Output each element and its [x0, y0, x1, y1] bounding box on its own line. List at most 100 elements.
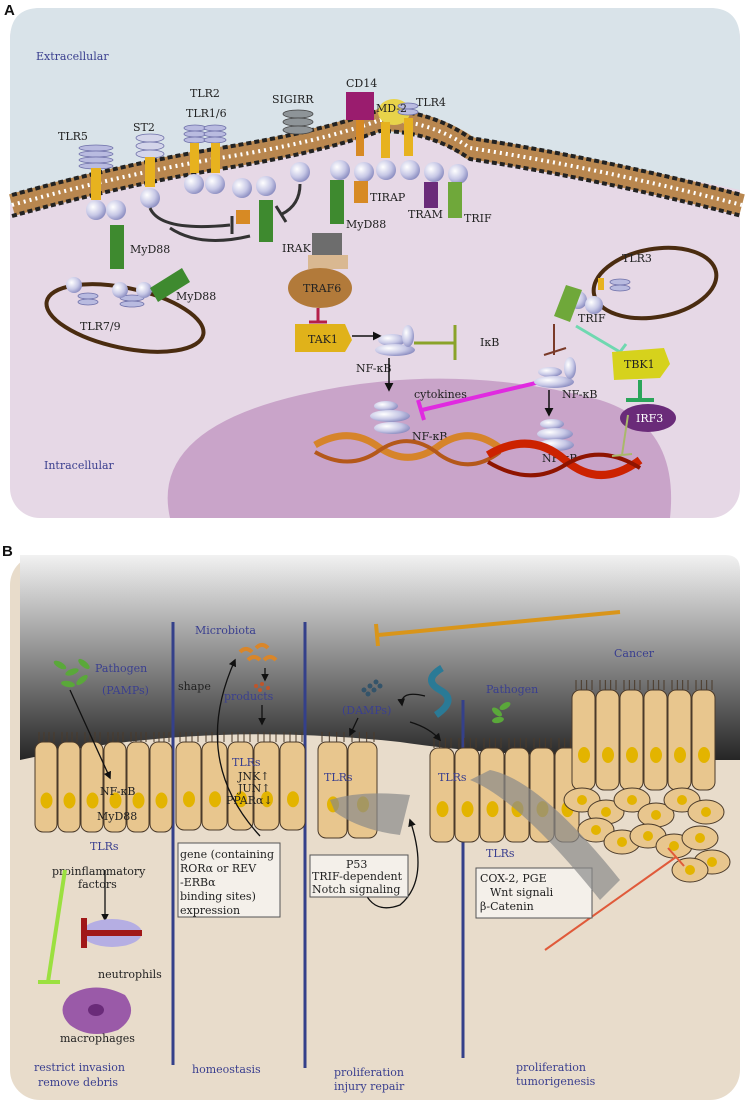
tlr4-label: TLR4 [416, 96, 446, 109]
epithelial-cell [103, 741, 127, 833]
nfkb-nuclear-1: NF-κB cytokines [370, 388, 467, 443]
epithelial-cell [201, 741, 228, 831]
epithelial-cell [80, 741, 104, 833]
irf3-protein [620, 404, 676, 432]
pathogen-left-icon [53, 658, 90, 688]
tlr16-label: TLR1/6 [186, 107, 227, 120]
epithelial-cell [643, 689, 668, 791]
nfkb-1-label: NF-κB [356, 362, 391, 375]
cell-nucleus [626, 747, 638, 763]
myd88-mid-adaptor [330, 180, 344, 224]
epithelial-cell [57, 741, 81, 833]
repair-signal-path [330, 793, 410, 835]
tlrs-1-label: TLRs [90, 840, 119, 853]
epithelial-cell [279, 741, 306, 831]
st2-receptor: ST2 [133, 121, 165, 208]
cell-nucleus [287, 791, 299, 808]
outcome-4-line-1: proliferation [516, 1061, 586, 1074]
jun-label: JUN↑ [237, 782, 271, 795]
myd88-mid-label: MyD88 [346, 218, 386, 231]
outcome-1-line-2: remove debris [38, 1076, 118, 1089]
tlrs-2-label: TLRs [232, 756, 261, 769]
cell-nucleus [650, 747, 662, 763]
dna-damp-icon [428, 664, 452, 718]
dna-strand-red [485, 439, 643, 479]
trif-endo-adaptor [554, 285, 582, 322]
gene-box-line-2: RORα or REV [180, 862, 257, 875]
epithelial-cell [691, 689, 716, 791]
epithelial-cell [595, 689, 620, 791]
myd88-green-adaptor [259, 200, 273, 242]
traf6-protein [288, 268, 352, 308]
nfkb-ikb-complex: NF-κB IκB [356, 325, 499, 375]
epithelial-cell [571, 689, 596, 791]
gene-box-line-4: binding sites) [180, 890, 256, 903]
tlr3-label: TLR3 [622, 252, 652, 265]
cox-box-line-1: COX-2, PGE [480, 872, 547, 885]
factors-label: factors [78, 878, 117, 891]
microbiota-icon [238, 643, 278, 662]
nfkb-3-label: NF-κB [562, 388, 597, 401]
intracellular-label: Intracellular [44, 459, 115, 472]
cell-nucleus [698, 747, 710, 763]
st2-inhibition-arc [148, 207, 231, 229]
tlr5-label: TLR5 [58, 130, 88, 143]
damps-icon [361, 679, 383, 697]
gene-box-line-1: gene (containing [180, 848, 274, 861]
pamps-label: (PAMPs) [102, 684, 149, 697]
tumor-signal-path [470, 770, 620, 900]
panel-b: B Path [2, 543, 740, 1100]
endosome-tlr79 [44, 282, 206, 354]
cancer-inhibition-top [377, 610, 621, 637]
gene-box-line-5: expression [180, 904, 240, 917]
panel-a: A Extracellular Intracellular TLR5 ST2 [4, 2, 745, 518]
tram-label: TRAM [408, 208, 443, 221]
cox-box [475, 867, 593, 919]
sigirr-label: SIGIRR [272, 93, 314, 106]
cell-nucleus [261, 791, 273, 808]
tlr4-complex: CD14 MD-2 TLR4 [330, 77, 468, 184]
outcome-1-line-1: restrict invasion [34, 1061, 125, 1074]
st2-label: ST2 [133, 121, 155, 134]
outcome-4-line-2: tumorigenesis [516, 1075, 596, 1088]
tak1-label: TAK1 [308, 333, 338, 346]
tlr5-receptor: TLR5 [58, 130, 126, 220]
proinflammatory-label: proinflammatory [52, 865, 146, 878]
cell-nucleus [155, 792, 168, 809]
tbk1-protein [612, 348, 670, 380]
outcome-3-line-2: injury repair [334, 1080, 405, 1093]
tlrs-3-label: TLRs [324, 771, 353, 784]
p53-box-line-3: Notch signaling [312, 883, 400, 896]
epithelial-cell [253, 741, 280, 831]
irak-base [308, 255, 348, 269]
tirap-adaptor [354, 181, 368, 203]
cell-nucleus [578, 747, 590, 763]
p53-box-line-2: TRIF-dependent [312, 870, 403, 883]
orange-adaptor [236, 210, 250, 224]
epithelial-cell [34, 741, 58, 833]
st2-inhibition-arc-2 [169, 226, 251, 242]
cell-nucleus [674, 747, 686, 763]
cancer-inhibition-red [544, 856, 677, 951]
cox-box-line-3: β-Catenin [480, 900, 534, 913]
nfkb-right-complex: NF-κB [534, 357, 597, 401]
cell-nucleus [436, 801, 449, 818]
epithelial-cell [429, 747, 455, 843]
epithelial-cell [454, 747, 480, 843]
gene-expression-box [177, 842, 281, 918]
cancer-label: Cancer [614, 647, 655, 660]
extracellular-label: Extracellular [36, 50, 109, 63]
epithelial-cell [317, 741, 348, 839]
gene-box-line-3: -ERBα [180, 876, 216, 889]
ppar-label: PPARα↓ [226, 794, 273, 807]
p53-box [309, 854, 409, 898]
trif-membrane-label: TRIF [464, 212, 492, 225]
cell-nucleus [486, 801, 499, 818]
neutrophils-label: neutrophils [98, 968, 162, 981]
cytokines-label: cytokines [414, 388, 467, 401]
tlr2-tlr16-receptor: TLR2 TLR1/6 [183, 87, 276, 198]
magenta-inhibition [421, 380, 541, 412]
dna-strand-orange [313, 432, 503, 461]
irak-kinase [312, 233, 342, 255]
irf3-label: IRF3 [636, 412, 663, 425]
